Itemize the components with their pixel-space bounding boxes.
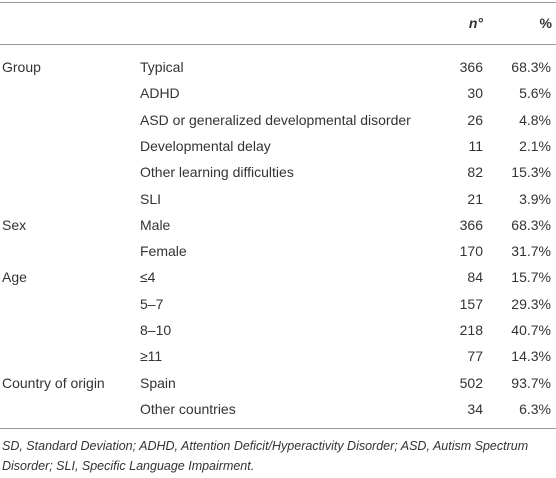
row-label: 5–7 <box>140 295 164 312</box>
row-label: Other learning difficulties <box>140 164 294 181</box>
row-label: 8–10 <box>140 322 172 338</box>
row-pct: 15.7% <box>511 269 551 286</box>
row-n: 82 <box>467 164 483 181</box>
row-label: Developmental delay <box>140 137 271 154</box>
row-pct: 31.7% <box>511 243 551 260</box>
row-pct: 68.3% <box>511 216 551 233</box>
row-pct: 5.6% <box>519 85 551 102</box>
row-n: 26 <box>467 111 483 128</box>
row-pct: 15.3% <box>511 164 551 181</box>
row-label: ≥11 <box>140 348 163 365</box>
group-label: Group <box>2 59 41 75</box>
row-n: 157 <box>459 295 483 312</box>
group-label: Age <box>2 269 27 286</box>
row-label: Female <box>140 243 187 260</box>
top-rule <box>0 2 556 3</box>
row-n: 34 <box>467 400 483 417</box>
row-n: 502 <box>459 374 483 391</box>
bottom-rule <box>0 428 556 429</box>
row-n: 366 <box>459 59 483 75</box>
row-n: 84 <box>467 269 483 286</box>
header-pct: % <box>539 15 552 31</box>
header-n: n° <box>468 15 483 31</box>
row-pct: 29.3% <box>511 295 551 312</box>
row-n: 218 <box>459 322 483 338</box>
row-label: Other countries <box>140 400 236 417</box>
row-pct: 68.3% <box>511 59 551 75</box>
row-label: ADHD <box>140 85 180 102</box>
row-label: SLI <box>140 190 162 207</box>
header-rule <box>0 44 556 45</box>
row-label: ≤4 <box>140 269 156 286</box>
row-label: Typical <box>140 59 184 75</box>
row-n: 170 <box>459 243 483 260</box>
row-n: 77 <box>467 348 483 365</box>
row-n: 366 <box>459 216 483 233</box>
group-label: Sex <box>2 216 27 233</box>
row-pct: 2.1% <box>519 137 551 154</box>
row-pct: 14.3% <box>511 348 551 365</box>
row-label: ASD or generalized developmental disorde… <box>140 111 411 128</box>
row-n: 30 <box>467 85 483 102</box>
row-pct: 93.7% <box>511 374 551 391</box>
footnote: SD, Standard Deviation; ADHD, Attention … <box>2 439 529 473</box>
row-n: 21 <box>467 190 483 207</box>
row-n: 11 <box>468 137 483 154</box>
row-pct: 3.9% <box>519 190 551 207</box>
row-label: Male <box>140 216 171 233</box>
group-label: Country of origin <box>2 374 105 391</box>
row-pct: 40.7% <box>511 322 551 338</box>
row-pct: 6.3% <box>519 400 551 417</box>
row-label: Spain <box>140 374 176 391</box>
row-pct: 4.8% <box>519 111 551 128</box>
